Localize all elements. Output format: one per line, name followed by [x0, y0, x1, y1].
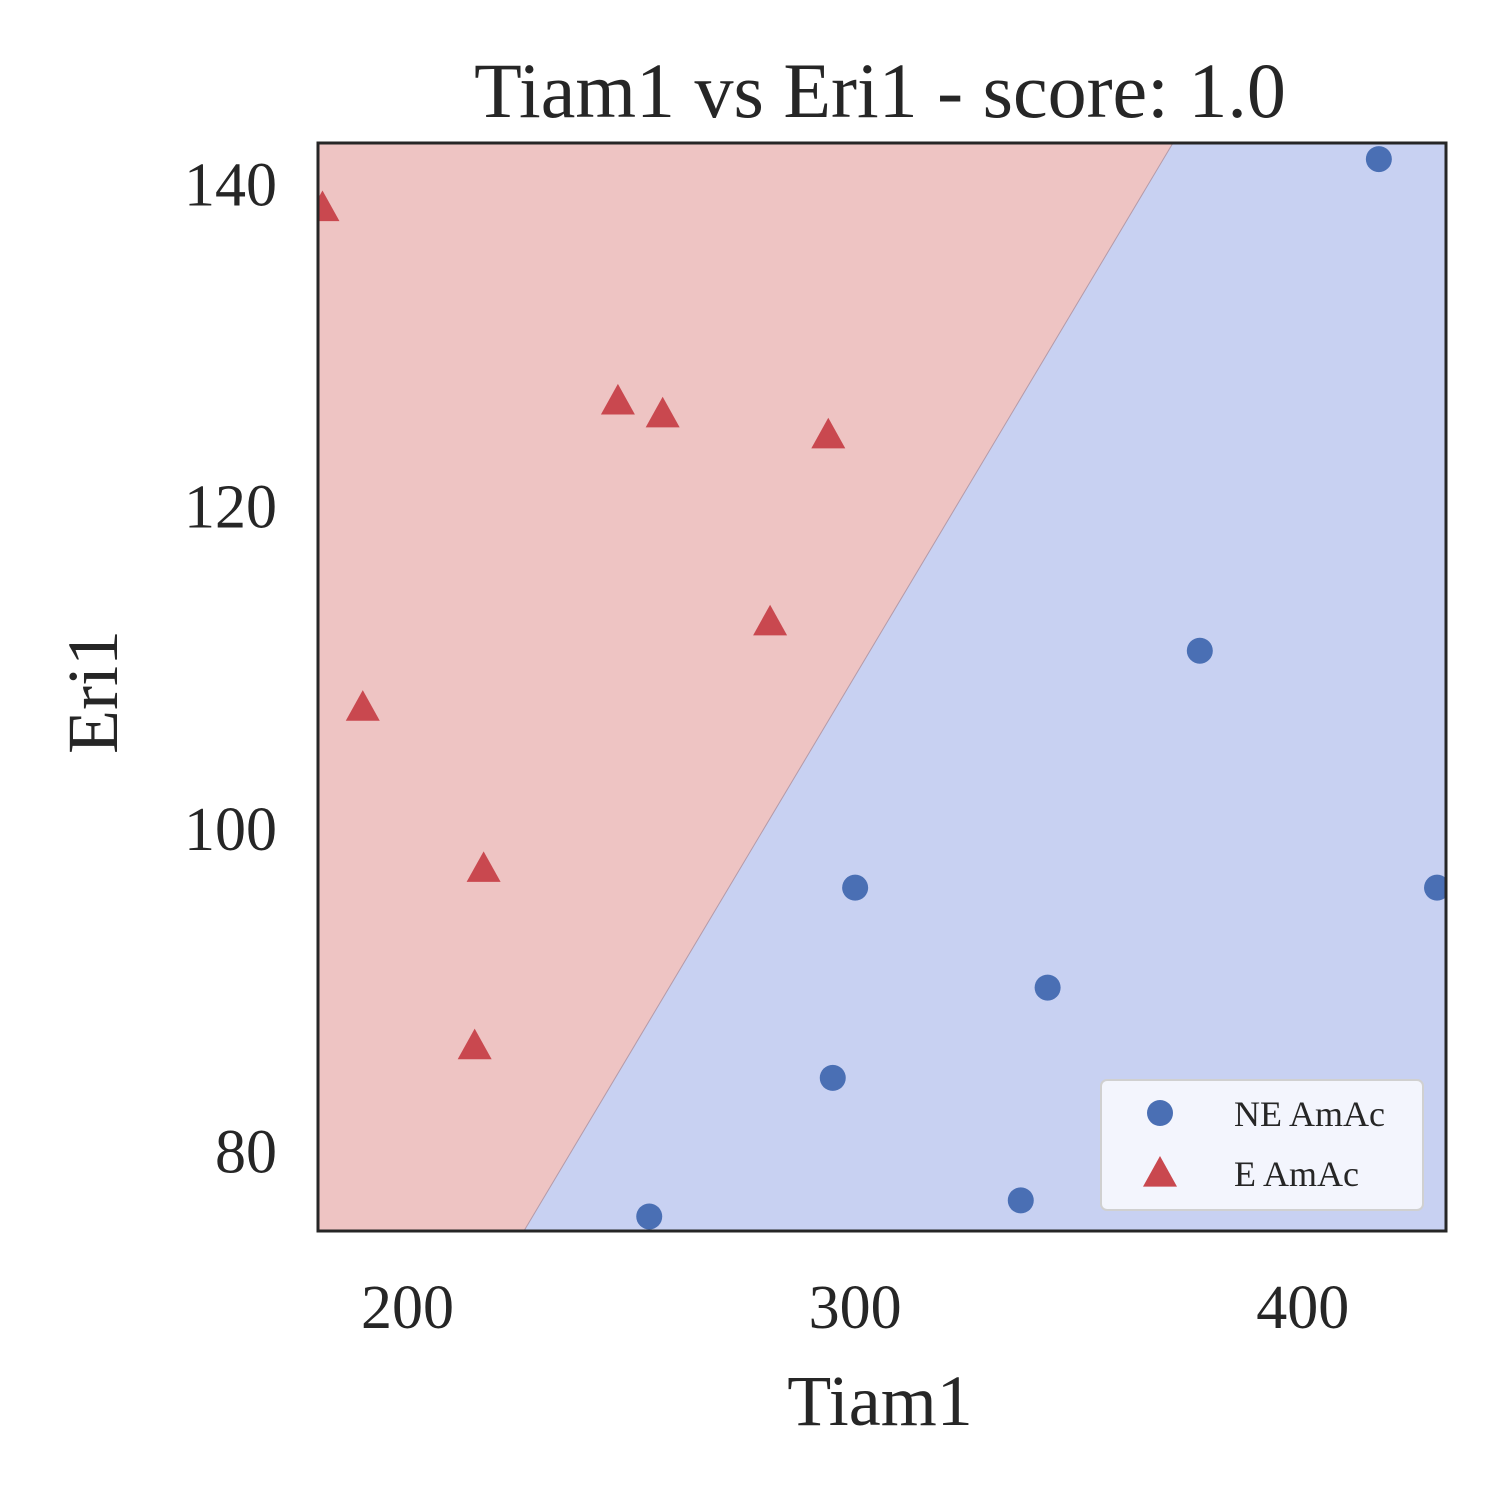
e-amac-point [600, 383, 635, 415]
e-amac-point [811, 417, 846, 449]
e-amac-point [466, 851, 501, 882]
e-amac-point [318, 190, 340, 222]
e-amac-point [457, 1028, 492, 1060]
x-axis-label: Tiam1 [787, 1361, 972, 1441]
x-tick-label: 300 [809, 1274, 902, 1342]
ne-amac-point [819, 1064, 846, 1091]
region-e-amac [318, 143, 1173, 1231]
decision-boundary-line [523, 142, 1174, 1232]
e-amac-point [753, 604, 788, 636]
chart-title: Tiam1 vs Eri1 - score: 1.0 [474, 47, 1286, 134]
data-points [318, 146, 1446, 1230]
ne-amac-point [1365, 146, 1392, 173]
y-tick-label: 120 [184, 474, 277, 542]
region-ne-amac [523, 143, 1446, 1231]
y-tick-label: 140 [184, 151, 277, 219]
ne-amac-point [1186, 637, 1213, 664]
ne-amac-point [1007, 1187, 1034, 1214]
legend: NE AmAc E AmAc [1100, 1079, 1424, 1211]
decision-regions [318, 142, 1446, 1232]
y-axis-ticks: 80 100 120 140 [184, 151, 277, 1186]
x-tick-label: 400 [1256, 1274, 1349, 1342]
legend-marker-e-amac [1143, 1156, 1177, 1187]
ne-amac-point [1424, 874, 1446, 901]
x-axis-ticks: 200 300 400 [361, 1274, 1349, 1342]
legend-marker-ne-amac [1147, 1100, 1173, 1126]
legend-label-e-amac: E AmAc [1234, 1154, 1359, 1194]
y-tick-label: 80 [215, 1118, 277, 1186]
plot-frame [316, 141, 1448, 1233]
legend-label-ne-amac: NE AmAc [1234, 1094, 1385, 1134]
y-tick-label: 100 [184, 796, 277, 864]
ne-amac-point [1034, 974, 1061, 1001]
ne-amac-point [842, 874, 869, 901]
e-amac-point [345, 690, 380, 721]
e-amac-point [645, 396, 680, 428]
legend-box [1100, 1079, 1424, 1211]
y-axis-label: Eri1 [53, 630, 133, 754]
ne-amac-point [636, 1203, 663, 1230]
x-tick-label: 200 [361, 1274, 454, 1342]
